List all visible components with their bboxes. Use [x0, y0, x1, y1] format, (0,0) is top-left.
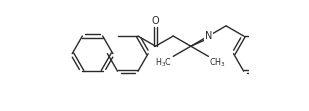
Text: CH$_3$: CH$_3$ [209, 57, 226, 69]
Text: N: N [205, 31, 212, 41]
Text: O: O [152, 16, 159, 26]
Text: H$_3$C: H$_3$C [155, 57, 172, 69]
